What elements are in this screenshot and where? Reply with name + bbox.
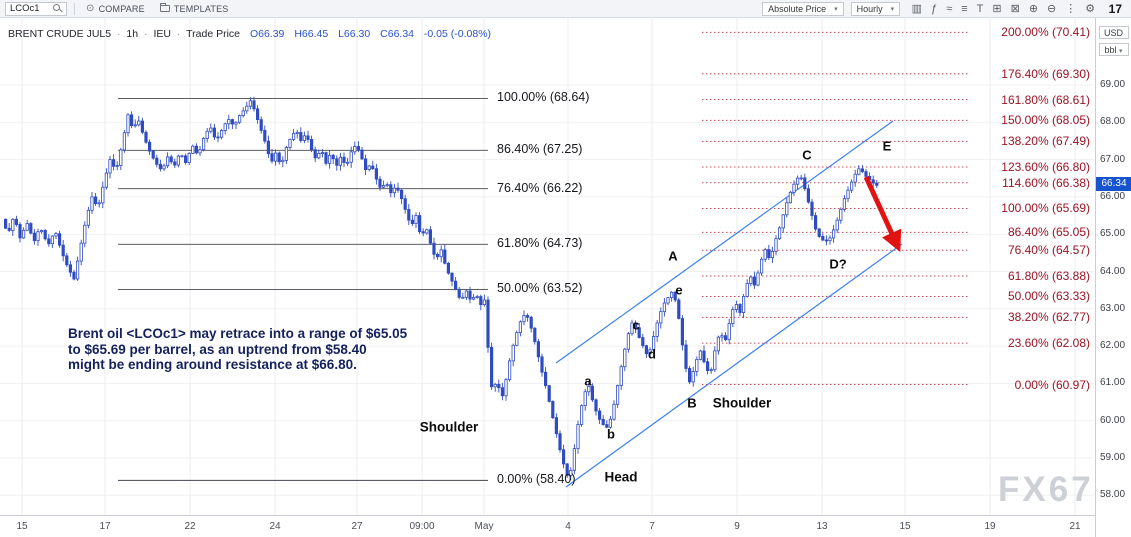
price-axis-label: 63.00 [1100, 302, 1126, 314]
analysis-note-line: Brent oil <LCOc1> may retrace into a ran… [68, 326, 408, 341]
price-axis-label: 58.00 [1100, 489, 1126, 501]
time-axis-label: 21 [1069, 521, 1081, 532]
symbol-search[interactable]: LCOc1 [5, 1, 67, 16]
wave-tool-icon[interactable]: ≈ [946, 2, 953, 15]
currency-label: USD [1098, 26, 1129, 39]
price-mode-value: Absolute Price [768, 3, 827, 14]
price-axis-label: 66.00 [1100, 190, 1126, 202]
time-axis-label: 22 [184, 521, 196, 532]
zoom-in-icon[interactable]: ⊕ [1028, 2, 1039, 15]
legend-close: C66.34 [380, 28, 414, 40]
zoom-out-icon[interactable]: ⊖ [1047, 2, 1057, 15]
settings-icon[interactable]: ⚙ [1085, 2, 1096, 15]
analysis-note[interactable]: Brent oil <LCOc1> may retrace into a ran… [68, 326, 470, 373]
legend-separator: · [144, 28, 148, 40]
templates-folder-icon [159, 3, 170, 12]
layout-grid-icon[interactable]: ⊞ [992, 2, 1002, 15]
search-icon [53, 4, 62, 13]
time-axis-label: 7 [649, 521, 655, 532]
legend-change: -0.05 (-0.08%) [423, 28, 492, 40]
time-axis-label: 4 [565, 521, 571, 532]
analysis-note-line: to $65.69 per barrel, as an uptrend from… [68, 341, 367, 357]
legend-instrument: BRENT CRUDE JUL5 [8, 28, 112, 40]
compare-label: COMPARE [98, 3, 145, 14]
interval-value: Hourly [856, 3, 883, 14]
templates-button[interactable]: TEMPLATES [156, 0, 233, 18]
unit-value: bbl [1104, 45, 1117, 55]
top-toolbar: LCOc1 ⊙ COMPARE TEMPLATES Absolute Price… [0, 0, 1131, 18]
time-axis-label: 17 [99, 521, 111, 532]
channel-lower-trendline [565, 243, 903, 488]
price-axis[interactable]: USD bbl ▾ 69.00 68.00 67.00 66.00 65.00 64.00… [1095, 18, 1131, 537]
price-axis-label: 62.00 [1100, 340, 1126, 352]
compare-icon: ⊙ [86, 2, 95, 14]
templates-label: TEMPLATES [173, 3, 229, 14]
price-axis-label: 65.00 [1100, 228, 1126, 240]
chevron-down-icon: ▾ [1119, 48, 1123, 55]
toolbar-icon-strip: ▥ ƒ ≈ ≡ T ⊞ ⊠ ⊕ ⊖ ⋮ ⚙ [907, 0, 1099, 18]
time-axis-label: 27 [351, 521, 363, 532]
analysis-note-line: might be ending around resistance at $66… [68, 357, 357, 373]
chevron-down-icon: ▾ [890, 5, 895, 13]
price-axis-label: 67.00 [1100, 153, 1126, 165]
toolbar-divider [74, 2, 75, 15]
watermark: FX678 [998, 470, 1117, 509]
down-arrow[interactable] [863, 175, 902, 253]
time-axis-label: 24 [269, 521, 281, 532]
legend-high: H66.45 [294, 28, 329, 40]
legend-venue: IEU [153, 28, 171, 40]
chart-legend: BRENT CRUDE JUL5 · 1h · IEU · Trade Pric… [8, 28, 491, 40]
time-axis-label: 15 [16, 521, 28, 532]
price-axis-label: 60.00 [1100, 414, 1126, 426]
legend-interval: 1h [126, 28, 139, 40]
price-mode-select[interactable]: Absolute Price ▾ [762, 1, 844, 16]
time-axis-label: 9 [734, 521, 740, 532]
price-axis-label: 68.00 [1100, 116, 1126, 128]
unit-select[interactable]: bbl ▾ [1098, 43, 1129, 56]
channel-upper-trendline [555, 120, 894, 364]
more-options-icon[interactable]: ⋮ [1065, 2, 1077, 15]
price-axis-label: 64.00 [1100, 265, 1126, 277]
text-tool-icon[interactable]: T [976, 2, 984, 15]
price-axis-label: 59.00 [1100, 452, 1126, 463]
indicators-icon[interactable]: ƒ [931, 2, 938, 15]
legend-separator: · [117, 28, 121, 40]
legend-field: Trade Price [186, 28, 241, 40]
time-axis-label: 09:00 [409, 521, 435, 532]
time-axis-label: 19 [984, 521, 996, 532]
chart-type-icon[interactable]: ▥ [911, 2, 923, 15]
legend-separator: · [176, 28, 181, 40]
interval-select[interactable]: Hourly ▾ [850, 1, 901, 16]
chevron-down-icon: ▾ [834, 5, 838, 13]
compare-button[interactable]: ⊙ COMPARE [82, 0, 149, 18]
legend-low: L66.30 [338, 28, 371, 40]
align-tool-icon[interactable]: ≡ [961, 2, 968, 15]
time-axis-label: May [474, 521, 494, 532]
snapshot-icon[interactable]: ⊠ [1010, 2, 1020, 15]
legend-open: O66.39 [249, 28, 285, 40]
last-price-badge: 66.34 [1096, 177, 1131, 192]
tradingview-logo: 17 [1108, 1, 1122, 16]
price-axis-label: 69.00 [1100, 79, 1126, 90]
time-axis-label: 15 [899, 521, 911, 532]
price-axis-label: 61.00 [1100, 377, 1126, 389]
time-axis-label: 13 [816, 521, 828, 532]
symbol-value: LCOc1 [10, 3, 40, 14]
